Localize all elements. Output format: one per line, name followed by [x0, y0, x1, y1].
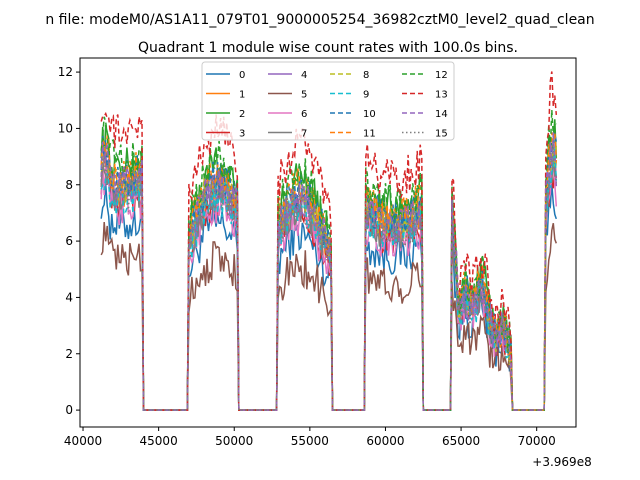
chart-title: Quadrant 1 module wise count rates with … [138, 40, 518, 56]
legend-label-10: 10 [363, 109, 376, 120]
x-tick-label: 55000 [291, 434, 329, 448]
legend-label-15: 15 [435, 129, 448, 140]
ticks-layer: 40000 45000 50000 55000 60000 65000 70000 0 2 4 6 8… [58, 65, 556, 448]
legend-label-0: 0 [239, 70, 245, 81]
x-tick-label: 70000 [518, 434, 556, 448]
y-tick-label: 8 [65, 178, 73, 192]
legend-label-8: 8 [363, 70, 369, 81]
y-tick-label: 12 [58, 65, 73, 79]
x-tick-label: 40000 [64, 434, 102, 448]
y-tick-label: 0 [65, 403, 73, 417]
x-tick-label: 65000 [442, 434, 480, 448]
legend-label-5: 5 [301, 90, 307, 101]
legend-label-11: 11 [363, 129, 376, 140]
legend-label-3: 3 [239, 129, 245, 140]
x-tick-label: 45000 [140, 434, 178, 448]
chart-suptitle: n file: modeM0/AS1A11_079T01_9000005254_… [45, 12, 594, 28]
y-tick-label: 6 [65, 234, 73, 248]
legend-label-9: 9 [363, 90, 369, 101]
legend-label-2: 2 [239, 109, 245, 120]
series-line-15 [100, 144, 558, 411]
series-line-9 [100, 148, 558, 411]
y-tick-label: 10 [58, 121, 73, 135]
x-tick-label: 50000 [215, 434, 253, 448]
legend-box [201, 61, 455, 141]
series-line-5 [100, 222, 558, 411]
legend-label-6: 6 [301, 109, 307, 120]
y-tick-label: 4 [65, 290, 73, 304]
series-layer [100, 71, 558, 411]
legend-label-7: 7 [301, 129, 307, 140]
y-tick-label: 2 [65, 347, 73, 361]
legend-label-4: 4 [301, 70, 307, 81]
series-line-13 [100, 71, 558, 411]
legend-label-12: 12 [435, 70, 448, 81]
x-tick-label: 60000 [366, 434, 404, 448]
legend-label-14: 14 [435, 109, 448, 120]
x-offset-label: +3.969e8 [532, 455, 591, 469]
legend-label-13: 13 [435, 90, 448, 101]
legend-label-1: 1 [239, 90, 245, 101]
plot-frame [79, 57, 577, 428]
series-line-8 [100, 142, 558, 411]
